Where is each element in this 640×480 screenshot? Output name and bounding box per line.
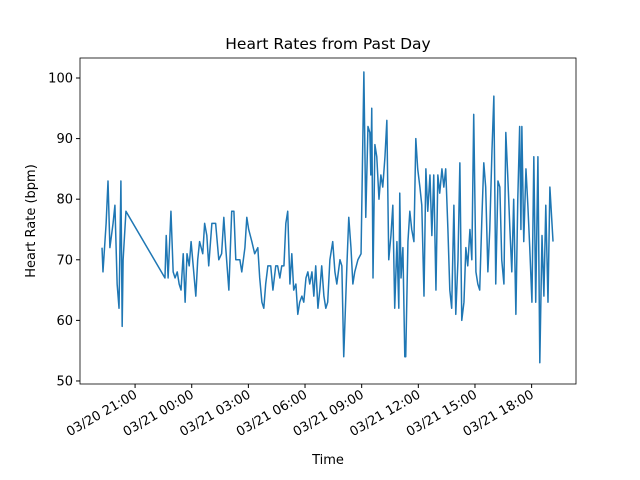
y-tick-label: 60 (56, 314, 73, 329)
chart-title: Heart Rates from Past Day (225, 35, 430, 53)
y-tick-label: 80 (56, 193, 73, 208)
y-tick-label: 50 (56, 374, 73, 389)
data-line (101, 71, 554, 364)
y-axis-label: Heart Rate (bpm) (24, 164, 39, 278)
y-tick-label: 100 (48, 71, 73, 86)
y-tick-label: 90 (56, 132, 73, 147)
x-axis-label: Time (311, 453, 344, 468)
plot-frame (79, 57, 577, 385)
y-tick-label: 70 (56, 253, 73, 268)
